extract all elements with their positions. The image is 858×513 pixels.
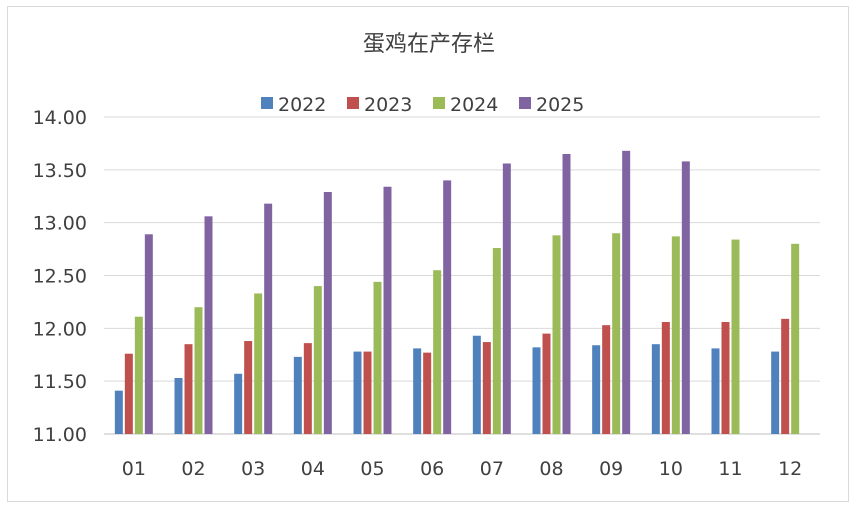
bar-2022-09: [592, 345, 601, 434]
bar-2023-11: [721, 321, 730, 434]
bar-2022-06: [413, 348, 422, 434]
bar-2024-05: [373, 281, 382, 434]
bars: [114, 150, 800, 434]
y-tick-label: 13.00: [33, 213, 87, 235]
bar-2022-10: [651, 344, 660, 434]
legend-swatch-2025: [519, 97, 531, 109]
bar-2025-09: [622, 150, 631, 434]
bar-2023-05: [363, 351, 372, 434]
bar-2024-02: [194, 307, 203, 434]
bar-2025-07: [502, 163, 511, 434]
bar-2022-08: [532, 347, 541, 434]
bar-2022-03: [234, 373, 243, 434]
legend-swatch-2022: [261, 97, 273, 109]
bar-2024-11: [731, 239, 740, 434]
bar-2023-08: [542, 333, 551, 434]
legend-label-2024: 2024: [450, 94, 498, 116]
bar-2024-03: [254, 293, 263, 434]
bar-2022-05: [353, 351, 362, 434]
bar-2022-12: [771, 351, 780, 434]
x-tick-label: 05: [360, 458, 384, 480]
x-tick-label: 08: [539, 458, 563, 480]
legend-label-2022: 2022: [278, 94, 326, 116]
legend-swatch-2024: [433, 97, 445, 109]
bar-2024-07: [492, 248, 501, 434]
gridlines: [104, 116, 820, 435]
bar-2025-04: [323, 192, 332, 434]
x-tick-label: 02: [181, 458, 205, 480]
x-tick-label: 06: [420, 458, 444, 480]
x-tick-label: 10: [659, 458, 683, 480]
bar-2025-05: [383, 186, 392, 434]
x-tick-label: 12: [778, 458, 802, 480]
bar-2024-04: [313, 286, 322, 434]
x-tick-label: 01: [122, 458, 146, 480]
bar-2023-02: [184, 344, 193, 434]
y-tick-label: 12.00: [33, 318, 87, 340]
bar-2023-07: [482, 342, 491, 434]
bar-2022-07: [472, 335, 481, 434]
x-tick-label: 11: [718, 458, 742, 480]
bar-2025-03: [264, 203, 273, 434]
bar-2022-02: [174, 377, 183, 434]
y-tick-label: 11.00: [33, 424, 87, 446]
bar-2024-12: [791, 243, 800, 434]
y-tick-label: 13.50: [33, 160, 87, 182]
y-tick-label: 11.50: [33, 371, 87, 393]
bar-2025-10: [681, 161, 690, 434]
chart-title: 蛋鸡在产存栏: [363, 32, 495, 57]
bar-2022-04: [293, 356, 302, 434]
bar-2022-01: [114, 390, 123, 434]
legend-swatch-2023: [347, 97, 359, 109]
y-tick-label: 12.50: [33, 266, 87, 288]
bar-2025-01: [144, 234, 153, 434]
bar-2023-06: [423, 352, 432, 434]
bar-2023-03: [244, 341, 253, 434]
bar-2024-01: [134, 316, 143, 434]
x-tick-label: 07: [480, 458, 504, 480]
legend-label-2025: 2025: [536, 94, 584, 116]
bar-2024-06: [433, 270, 442, 434]
bar-2023-04: [303, 343, 312, 434]
bar-2025-02: [204, 216, 213, 434]
x-tick-label: 03: [241, 458, 265, 480]
bar-2023-10: [661, 321, 670, 434]
x-tick-label: 04: [301, 458, 325, 480]
x-axis: 01 02 03 04 05 06 07 08 09 10 11 12: [122, 458, 803, 480]
y-axis: 11.00 11.50 12.00 12.50 13.00 13.50 14.00: [33, 107, 87, 446]
bar-2025-06: [443, 180, 452, 434]
bar-2022-11: [711, 348, 720, 434]
bar-2025-08: [562, 153, 571, 434]
bar-2023-01: [124, 353, 133, 434]
legend: 2022 2023 2024 2025: [261, 94, 584, 116]
bar-2024-08: [552, 235, 561, 434]
bar-2023-12: [781, 318, 790, 434]
legend-label-2023: 2023: [364, 94, 412, 116]
bar-2024-10: [671, 236, 680, 434]
y-tick-label: 14.00: [33, 107, 87, 129]
bar-2024-09: [612, 233, 621, 434]
x-tick-label: 09: [599, 458, 623, 480]
bar-2023-09: [602, 325, 611, 434]
